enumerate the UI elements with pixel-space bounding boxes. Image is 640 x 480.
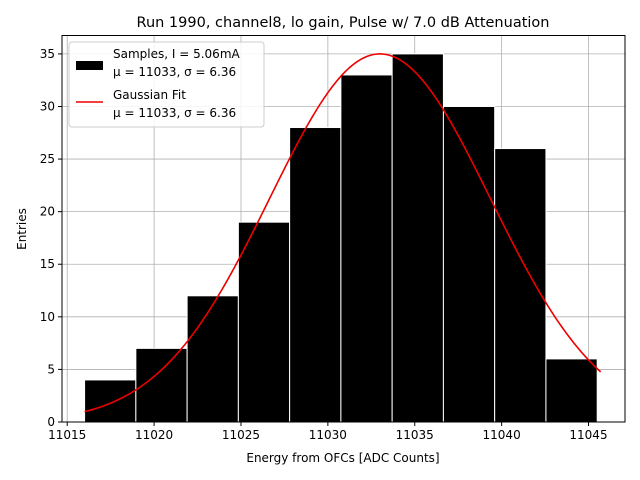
histogram-bar: [289, 127, 342, 423]
x-tick-label: 11030: [309, 428, 347, 442]
histogram-bar: [494, 148, 547, 423]
x-tick-label: 11025: [222, 428, 260, 442]
y-tick-label: 0: [47, 415, 55, 429]
legend-histogram-swatch: [76, 61, 103, 70]
x-axis-ticks: 11015 11020 11025 11030 11035 11040 11045: [48, 422, 608, 442]
y-tick-label: 5: [47, 362, 55, 376]
y-tick-label: 20: [40, 205, 55, 219]
histogram-bar: [545, 358, 598, 423]
y-axis-ticks: 0 5 10 15 20 25 30 35: [40, 47, 62, 429]
x-tick-label: 11040: [483, 428, 521, 442]
histogram-bar: [186, 295, 239, 423]
y-tick-label: 10: [40, 310, 55, 324]
legend-fit-label: Gaussian Fit: [113, 88, 186, 102]
y-tick-label: 35: [40, 47, 55, 61]
y-tick-label: 25: [40, 152, 55, 166]
histogram-bar: [391, 53, 444, 423]
histogram-bar: [340, 74, 393, 423]
y-axis-label: Entries: [15, 208, 29, 250]
histogram-bar: [84, 379, 137, 423]
gaussian-fit-line: [84, 53, 602, 413]
y-tick-label: 30: [40, 99, 55, 113]
chart-title: Run 1990, channel8, lo gain, Pulse w/ 7.…: [137, 15, 550, 31]
legend: Samples, I = 5.06mA μ = 11033, σ = 6.36 …: [68, 41, 265, 128]
legend-box: [68, 41, 265, 128]
histogram-bars: [84, 53, 598, 423]
histogram-bar: [237, 221, 291, 423]
x-tick-label: 11035: [396, 428, 434, 442]
legend-histogram-label: Samples, I = 5.06mA: [113, 47, 241, 61]
x-tick-label: 11015: [48, 428, 86, 442]
y-tick-label: 15: [40, 257, 55, 271]
plot-frame: [61, 35, 626, 423]
x-tick-label: 11020: [135, 428, 173, 442]
histogram-bar: [442, 105, 496, 423]
legend-fit-stats: μ = 11033, σ = 6.36: [113, 106, 236, 120]
x-tick-label: 11045: [569, 428, 607, 442]
legend-histogram-stats: μ = 11033, σ = 6.36: [113, 65, 236, 79]
x-axis-label: Energy from OFCs [ADC Counts]: [246, 451, 439, 465]
